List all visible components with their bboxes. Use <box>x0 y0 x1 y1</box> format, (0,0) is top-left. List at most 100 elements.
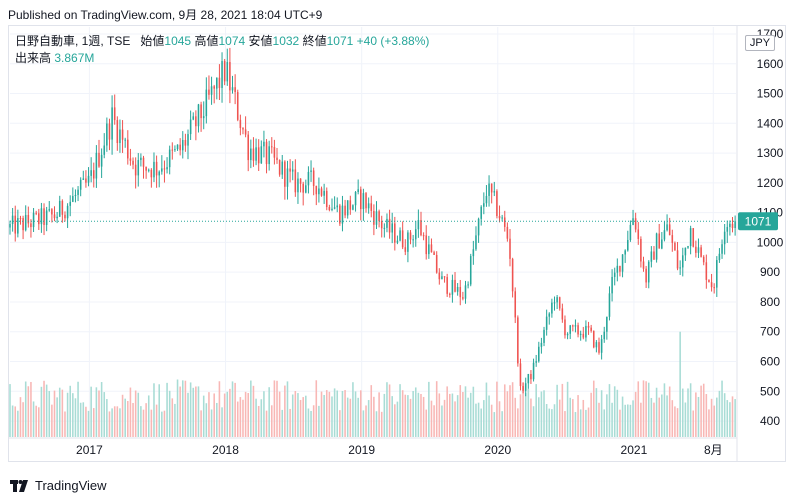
candle-body <box>132 160 134 165</box>
candle-body <box>56 216 58 219</box>
currency-badge[interactable]: JPY <box>745 35 775 51</box>
volume-bar <box>545 404 548 437</box>
price-tick-label: 800 <box>760 295 780 309</box>
candle-body <box>598 342 600 353</box>
candle-body <box>305 185 307 193</box>
time-tick-label: 2017 <box>76 443 103 457</box>
candle-body <box>496 191 498 217</box>
candle-body <box>168 149 171 168</box>
volume-bar <box>236 401 239 437</box>
candle-body <box>284 161 286 187</box>
volume-bar <box>511 382 514 437</box>
volume-bar <box>365 405 367 437</box>
volume-bar <box>331 396 333 437</box>
candle-body <box>569 325 571 334</box>
candle-body <box>579 333 582 335</box>
time-axis[interactable]: 2017 2018 2019 2020 2021 8月 <box>76 443 723 457</box>
volume-bar <box>619 409 621 437</box>
candle-body <box>655 233 658 260</box>
volume-bar <box>158 384 160 437</box>
footer-brand[interactable]: TradingView <box>10 478 107 493</box>
candle-body <box>556 297 558 303</box>
candle-body <box>121 129 124 140</box>
volume-bar <box>163 410 166 437</box>
candle-body <box>24 214 27 231</box>
candle-body <box>613 272 616 277</box>
candle-body <box>113 107 116 121</box>
volume-bar <box>370 385 373 437</box>
volume-bar <box>354 391 357 437</box>
candle-body <box>90 170 92 176</box>
candle-body <box>624 250 626 255</box>
volume-bar <box>407 395 409 437</box>
volume-bar <box>226 391 229 437</box>
volume-bar <box>595 388 598 437</box>
candle-body <box>564 319 566 336</box>
candle-body <box>716 260 718 288</box>
volume-bar <box>375 411 378 437</box>
symbol-label[interactable]: 日野自動車, 1週, TSE <box>15 34 131 48</box>
candle-body <box>679 267 681 269</box>
volume-bar <box>291 394 294 437</box>
volume-bar <box>640 402 642 437</box>
candle-body <box>697 247 700 253</box>
candle-body <box>192 116 195 120</box>
candle-body <box>606 316 608 332</box>
last-price-badge <box>738 212 778 231</box>
volume-bar <box>414 387 417 437</box>
candle-body <box>422 235 425 237</box>
candle-body <box>129 158 132 161</box>
candle-body <box>155 161 158 176</box>
volume-bar <box>252 385 255 437</box>
candle-body <box>53 214 56 219</box>
volume-bar <box>24 381 27 437</box>
candle-body <box>216 77 218 89</box>
volume-bar <box>79 402 82 437</box>
candle-body <box>370 203 373 211</box>
candle-body <box>658 233 660 249</box>
candle-body <box>485 195 488 204</box>
time-tick-label: 2021 <box>621 443 648 457</box>
candle-body <box>723 231 726 245</box>
time-tick-label: 8月 <box>704 443 723 457</box>
candle-body <box>286 168 289 187</box>
volume-bar <box>145 403 147 437</box>
volume-bar <box>723 393 726 437</box>
candle-body <box>653 251 655 260</box>
volume-bar <box>394 404 396 437</box>
volume-bar <box>655 387 658 437</box>
candle-body <box>360 189 362 210</box>
volume-bar <box>56 397 58 437</box>
volume-bar <box>582 399 585 437</box>
volume-bar <box>202 395 205 437</box>
candle-body <box>82 178 85 180</box>
candle-body <box>223 61 226 82</box>
volume-bar <box>14 406 17 437</box>
candle-body <box>446 277 448 294</box>
volume-bar <box>132 402 134 437</box>
volume-bar <box>35 405 37 437</box>
candle-body <box>171 149 174 151</box>
candle-body <box>30 223 32 228</box>
candle-body <box>187 134 189 146</box>
volume-bar <box>100 382 103 437</box>
volume-bar <box>553 404 556 437</box>
candle-body <box>239 119 242 129</box>
volume-bar <box>519 394 522 437</box>
candle-body <box>315 185 318 195</box>
price-axis[interactable]: 4005006007008009001000110012001300140015… <box>757 27 784 428</box>
volume-bar <box>483 400 485 437</box>
candle-body <box>354 192 357 206</box>
candle-body <box>38 213 40 225</box>
candle-body <box>307 171 310 186</box>
price-chart[interactable]: 4005006007008009001000110012001300140015… <box>8 25 786 462</box>
candle-body <box>22 218 24 231</box>
candle-body <box>9 224 11 228</box>
price-tick-label: 900 <box>760 265 780 279</box>
volume-bar <box>441 405 443 437</box>
volume-bar <box>378 392 380 437</box>
candle-body <box>140 157 142 161</box>
candle-body <box>142 157 145 167</box>
candle-body <box>438 272 441 280</box>
price-tick-label: 400 <box>760 414 780 428</box>
